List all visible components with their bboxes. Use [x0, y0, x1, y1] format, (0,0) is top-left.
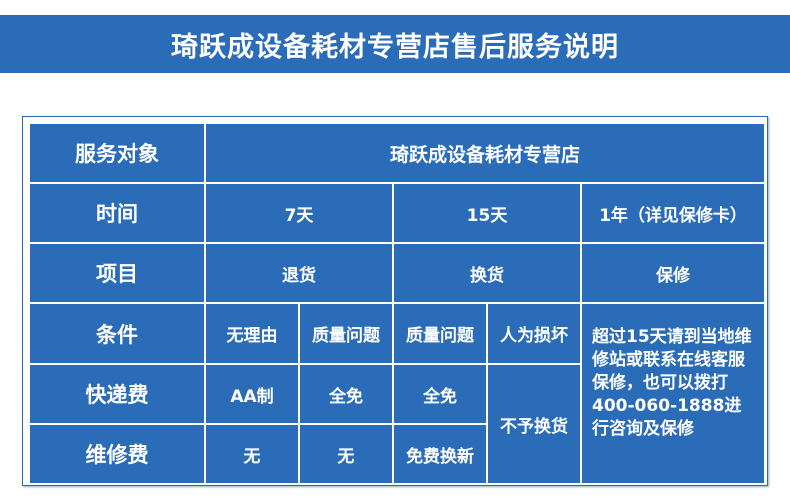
condition-cell: 质量问题	[394, 304, 486, 363]
row-header-shipping: 快递费	[30, 365, 204, 423]
page-title: 琦跃成设备耗材专营店售后服务说明	[0, 15, 790, 73]
row-header-time: 时间	[30, 184, 204, 242]
item-exchange: 换货	[394, 244, 580, 302]
shipping-cell: 全免	[394, 365, 486, 423]
item-return: 退货	[206, 244, 392, 302]
row-header-service-target: 服务对象	[30, 124, 204, 182]
condition-cell: 人为损坏	[488, 304, 580, 363]
repair-cell: 无	[206, 425, 298, 483]
no-exchange-cell: 不予换货	[488, 365, 580, 483]
repair-cell: 免费换新	[394, 425, 486, 483]
row-header-repair: 维修费	[30, 425, 204, 483]
condition-cell: 质量问题	[300, 304, 392, 363]
shipping-cell: AA制	[206, 365, 298, 423]
service-target-value: 琦跃成设备耗材专营店	[206, 124, 764, 182]
time-warranty: 1年（详见保修卡）	[582, 184, 764, 242]
time-return: 7天	[206, 184, 392, 242]
row-header-item: 项目	[30, 244, 204, 302]
repair-cell: 无	[300, 425, 392, 483]
service-table: 服务对象 琦跃成设备耗材专营店 时间 7天 15天 1年（详见保修卡） 项目 退…	[30, 124, 764, 483]
item-warranty: 保修	[582, 244, 764, 302]
row-header-condition: 条件	[30, 304, 204, 363]
time-exchange: 15天	[394, 184, 580, 242]
warranty-note: 超过15天请到当地维修站或联系在线客服保修，也可以拨打400-060-1888进…	[582, 304, 764, 483]
condition-cell: 无理由	[206, 304, 298, 363]
table-frame	[22, 116, 768, 486]
shipping-cell: 全免	[300, 365, 392, 423]
